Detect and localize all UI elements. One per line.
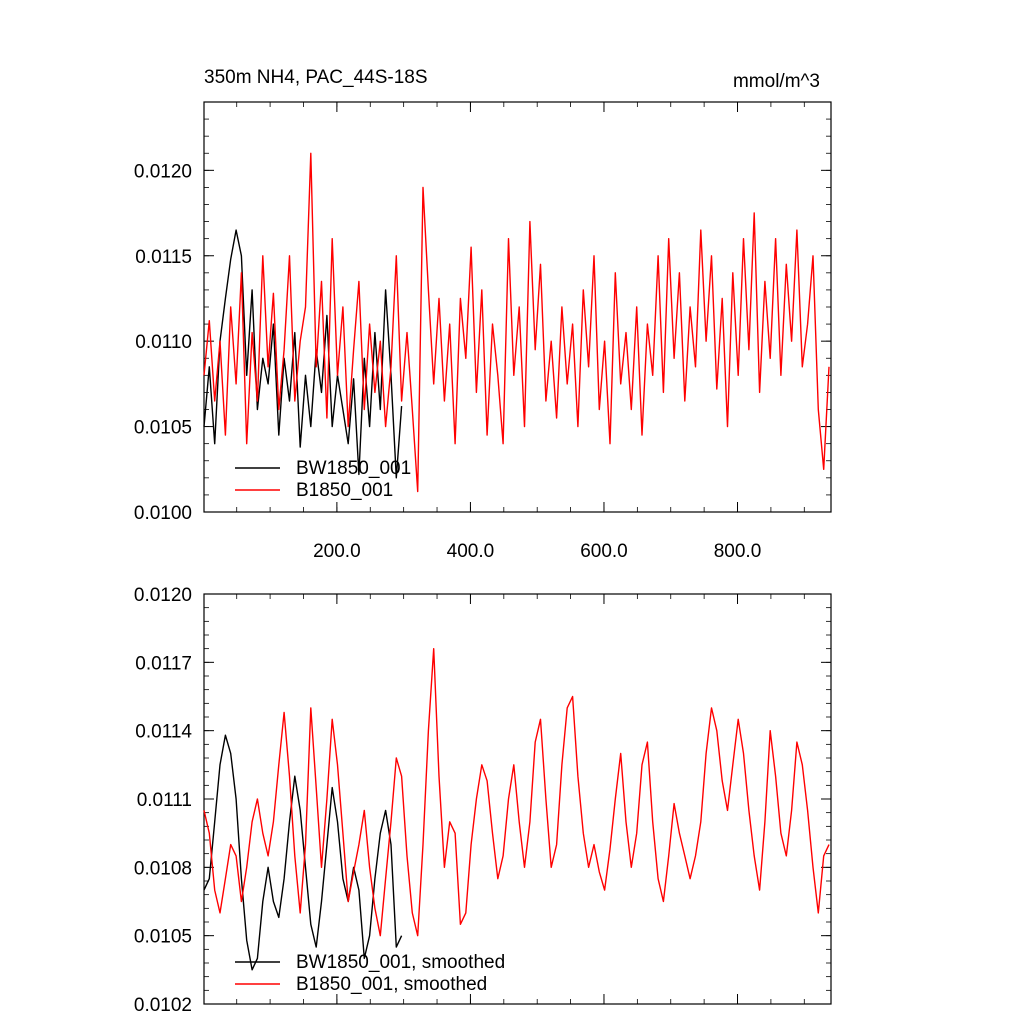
top-legend: BW1850_001 B1850_001 (235, 458, 411, 501)
plot-frame-top (203, 101, 832, 513)
bottom-ticks: 0.0102 0.0105 0.0108 0.0111 0.0114 0.0117 0.01… (134, 585, 831, 1016)
legend-label-bw1850: BW1850_001 (296, 458, 411, 479)
x-tick-label: 600.0 (580, 541, 628, 562)
y-tick-label: 0.0120 (134, 585, 192, 606)
top-series-line-bw1850 (203, 229, 403, 479)
top-series (203, 152, 830, 493)
top-series-line-b1850 (203, 152, 830, 493)
y-tick-label: 0.0117 (135, 653, 192, 674)
top-panel: 350m NH4, PAC_44S-18S mmol/m^3 0.01000.0… (134, 67, 832, 562)
y-tick-label: 0.0108 (134, 858, 192, 879)
y-tick-label: 0.0102 (134, 995, 192, 1016)
chart-title: 350m NH4, PAC_44S-18S (204, 67, 428, 88)
bottom-series-line-b1850 (203, 648, 830, 937)
units-label: mmol/m^3 (733, 71, 820, 92)
top-ticks: 0.0100 0.0105 0.0110 0.0115 0.0120 200.0 400.0… (134, 101, 831, 562)
y-tick-label: 0.0110 (135, 332, 192, 353)
y-tick-label: 0.0111 (137, 790, 192, 811)
y-tick-label: 0.0105 (134, 418, 192, 439)
y-tick-label: 0.0120 (134, 161, 192, 182)
y-tick-label: 0.0105 (134, 927, 192, 948)
legend-label-b1850-smoothed: B1850_001, smoothed (296, 974, 487, 995)
bottom-legend: BW1850_001, smoothed B1850_001, smoothed (235, 952, 505, 995)
x-tick-label: 200.0 (313, 541, 361, 562)
y-tick-label: 0.0114 (135, 722, 192, 743)
x-tick-label: 400.0 (447, 541, 495, 562)
legend-label-bw1850-smoothed: BW1850_001, smoothed (296, 952, 505, 973)
bottom-series (203, 648, 830, 971)
bottom-series-line-bw1850 (203, 734, 403, 971)
x-tick-label: 800.0 (714, 541, 762, 562)
legend-label-b1850: B1850_001 (296, 480, 393, 501)
y-tick-label: 0.0100 (134, 503, 192, 524)
bottom-panel: 0.0102 0.0105 0.0108 0.0111 0.0114 0.0117 0.01… (134, 585, 832, 1016)
y-tick-label: 0.0115 (135, 247, 192, 268)
